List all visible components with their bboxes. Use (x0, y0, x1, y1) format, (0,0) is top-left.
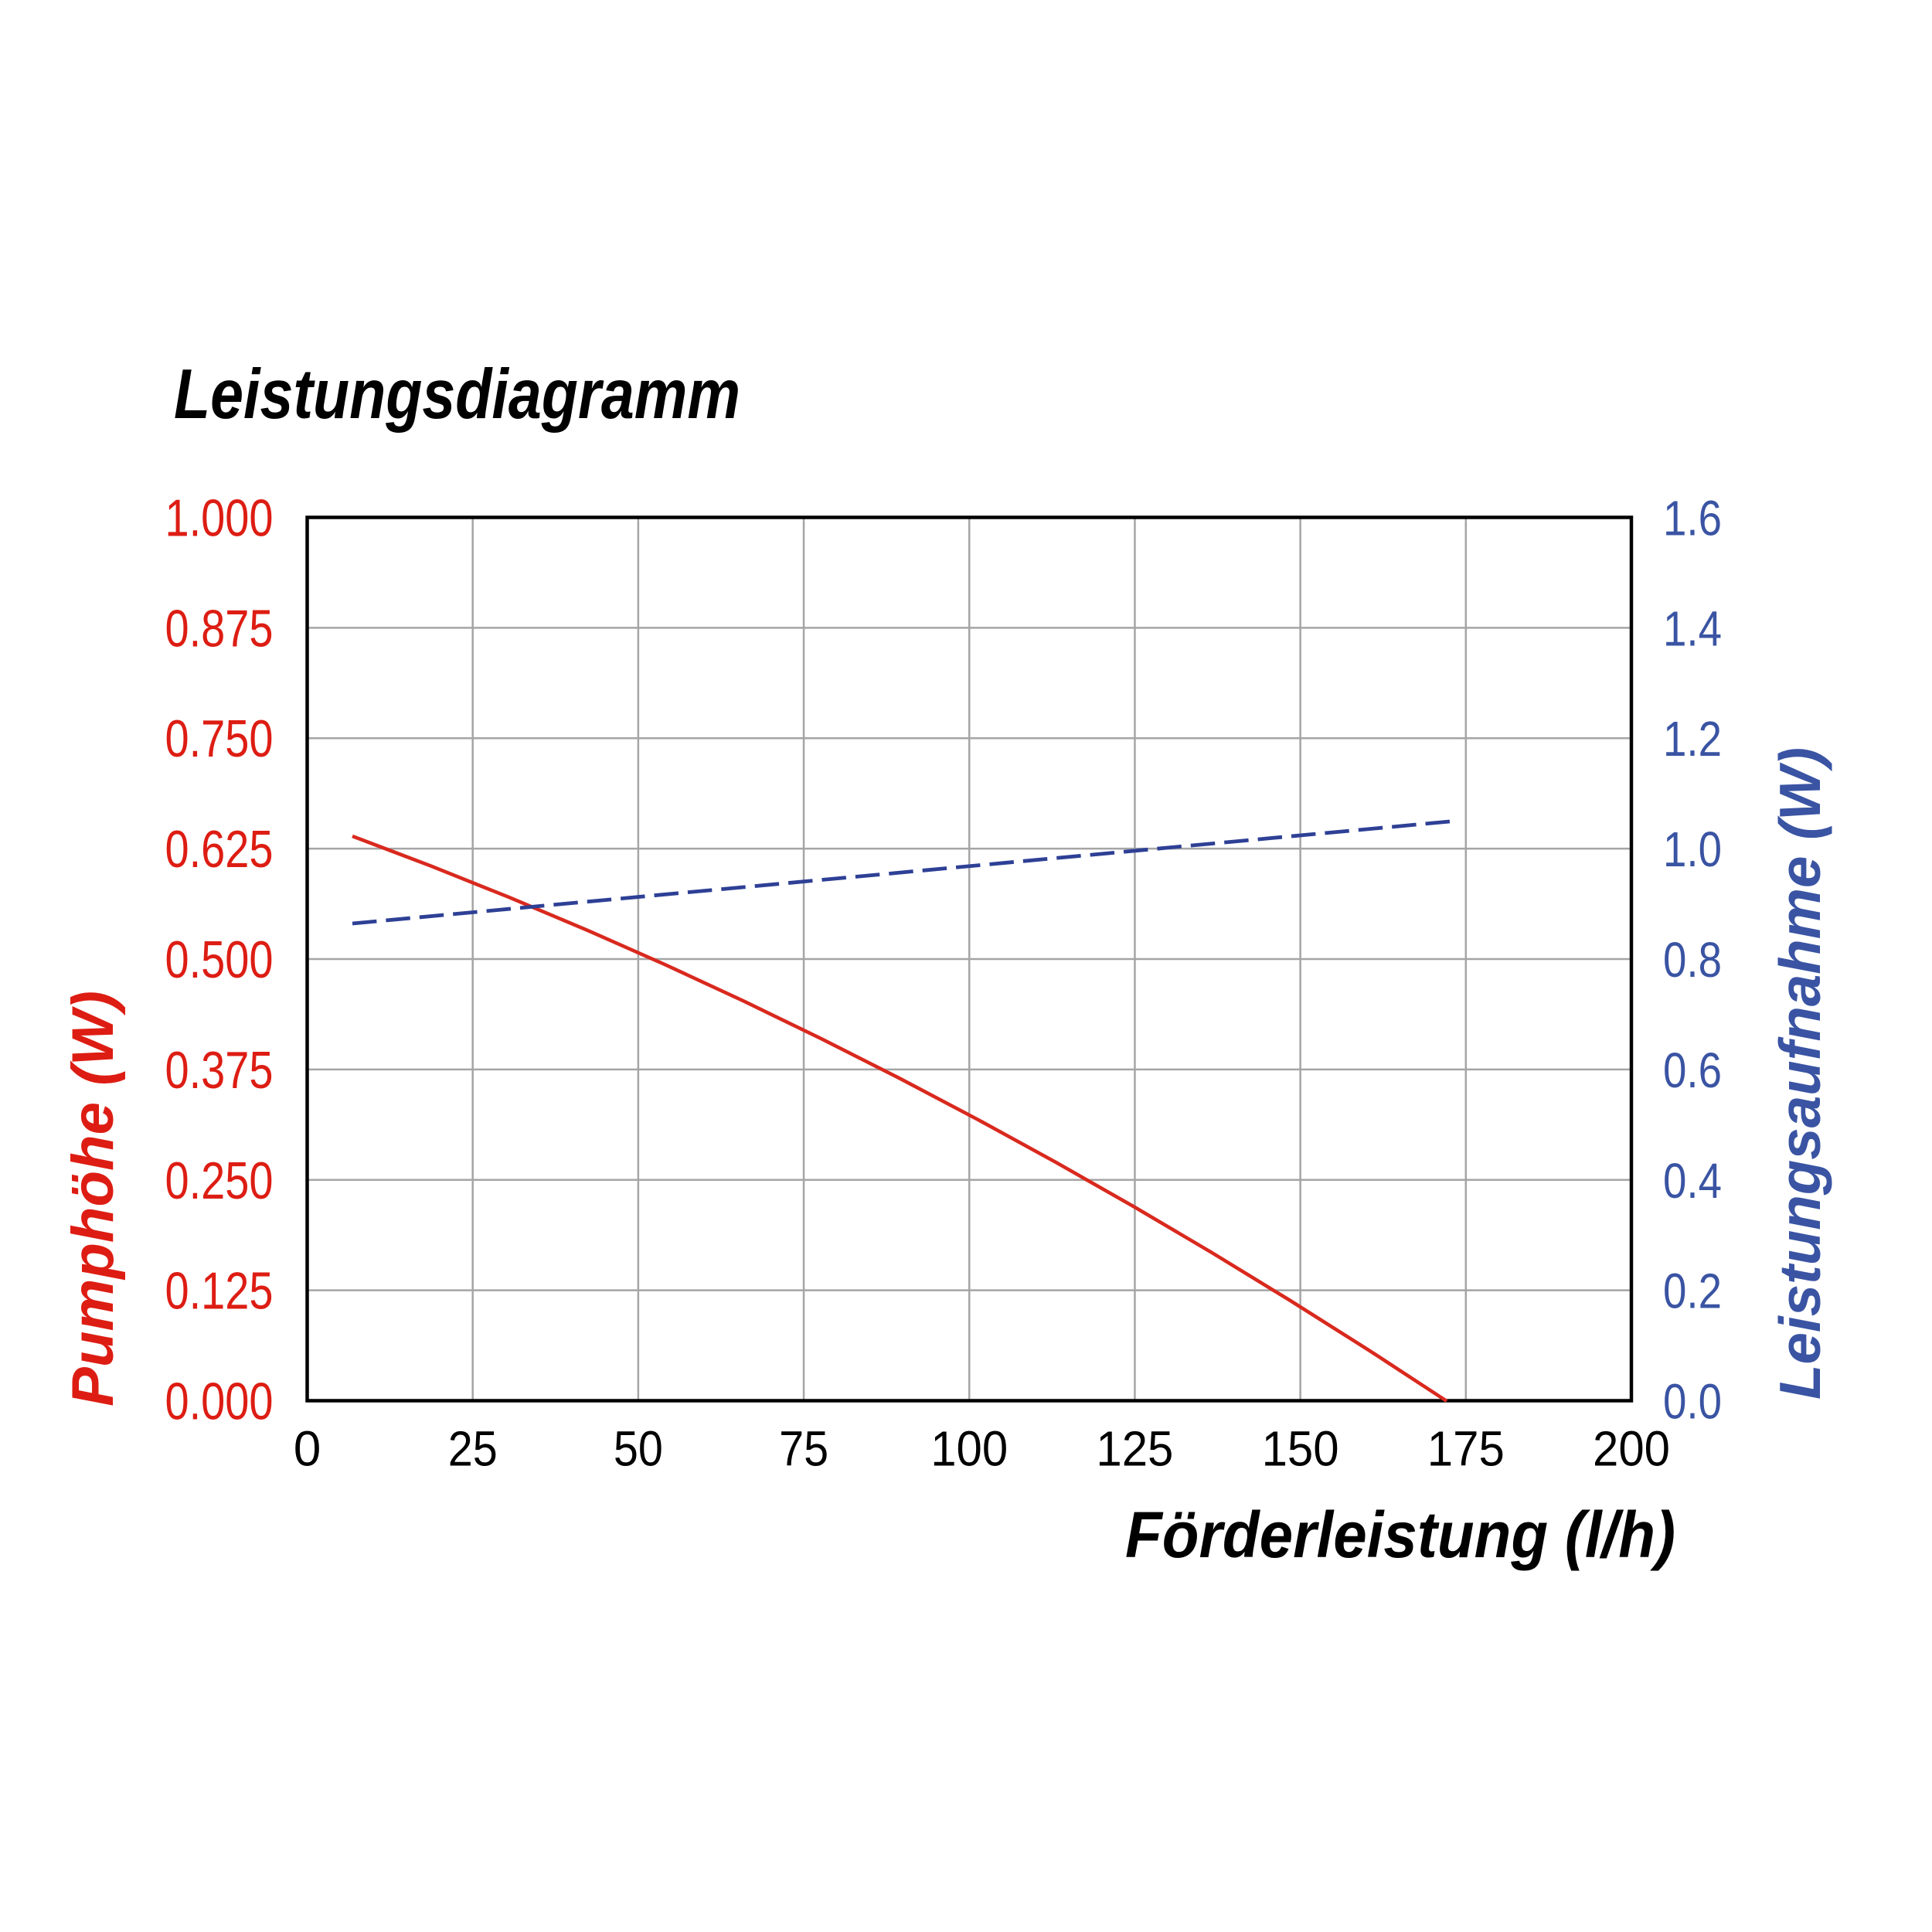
svg-text:175: 175 (1427, 1421, 1505, 1477)
svg-text:Leistungsaufnahme (W): Leistungsaufnahme (W) (1767, 747, 1832, 1400)
svg-text:25: 25 (448, 1421, 498, 1477)
svg-text:150: 150 (1262, 1421, 1339, 1477)
svg-text:0.250: 0.250 (165, 1151, 274, 1210)
svg-text:75: 75 (779, 1421, 828, 1477)
svg-text:1.000: 1.000 (165, 489, 274, 548)
svg-text:200: 200 (1593, 1421, 1670, 1477)
svg-text:50: 50 (614, 1421, 663, 1477)
svg-text:Förderleistung (l/h): Förderleistung (l/h) (1125, 1498, 1675, 1571)
svg-text:0.6: 0.6 (1663, 1043, 1722, 1098)
svg-text:1.0: 1.0 (1663, 821, 1722, 877)
svg-text:0.375: 0.375 (165, 1041, 274, 1100)
svg-text:0.0: 0.0 (1663, 1374, 1722, 1430)
svg-text:0.750: 0.750 (165, 709, 274, 768)
svg-text:0: 0 (294, 1421, 321, 1477)
svg-text:0.000: 0.000 (165, 1372, 274, 1431)
svg-text:100: 100 (930, 1421, 1008, 1477)
svg-text:1.4: 1.4 (1663, 600, 1722, 656)
svg-text:0.2: 0.2 (1663, 1264, 1722, 1319)
svg-text:0.500: 0.500 (165, 930, 274, 989)
svg-text:0.8: 0.8 (1663, 932, 1722, 988)
svg-text:0.125: 0.125 (165, 1262, 274, 1321)
svg-text:Leistungsdiagramm: Leistungsdiagramm (174, 355, 740, 434)
svg-text:0.4: 0.4 (1663, 1153, 1722, 1209)
svg-text:Pumphöhe (W): Pumphöhe (W) (60, 991, 126, 1406)
svg-text:0.625: 0.625 (165, 820, 274, 879)
svg-text:0.875: 0.875 (165, 599, 274, 658)
svg-text:1.6: 1.6 (1663, 491, 1722, 546)
svg-text:125: 125 (1096, 1421, 1173, 1477)
svg-text:1.2: 1.2 (1663, 711, 1722, 767)
